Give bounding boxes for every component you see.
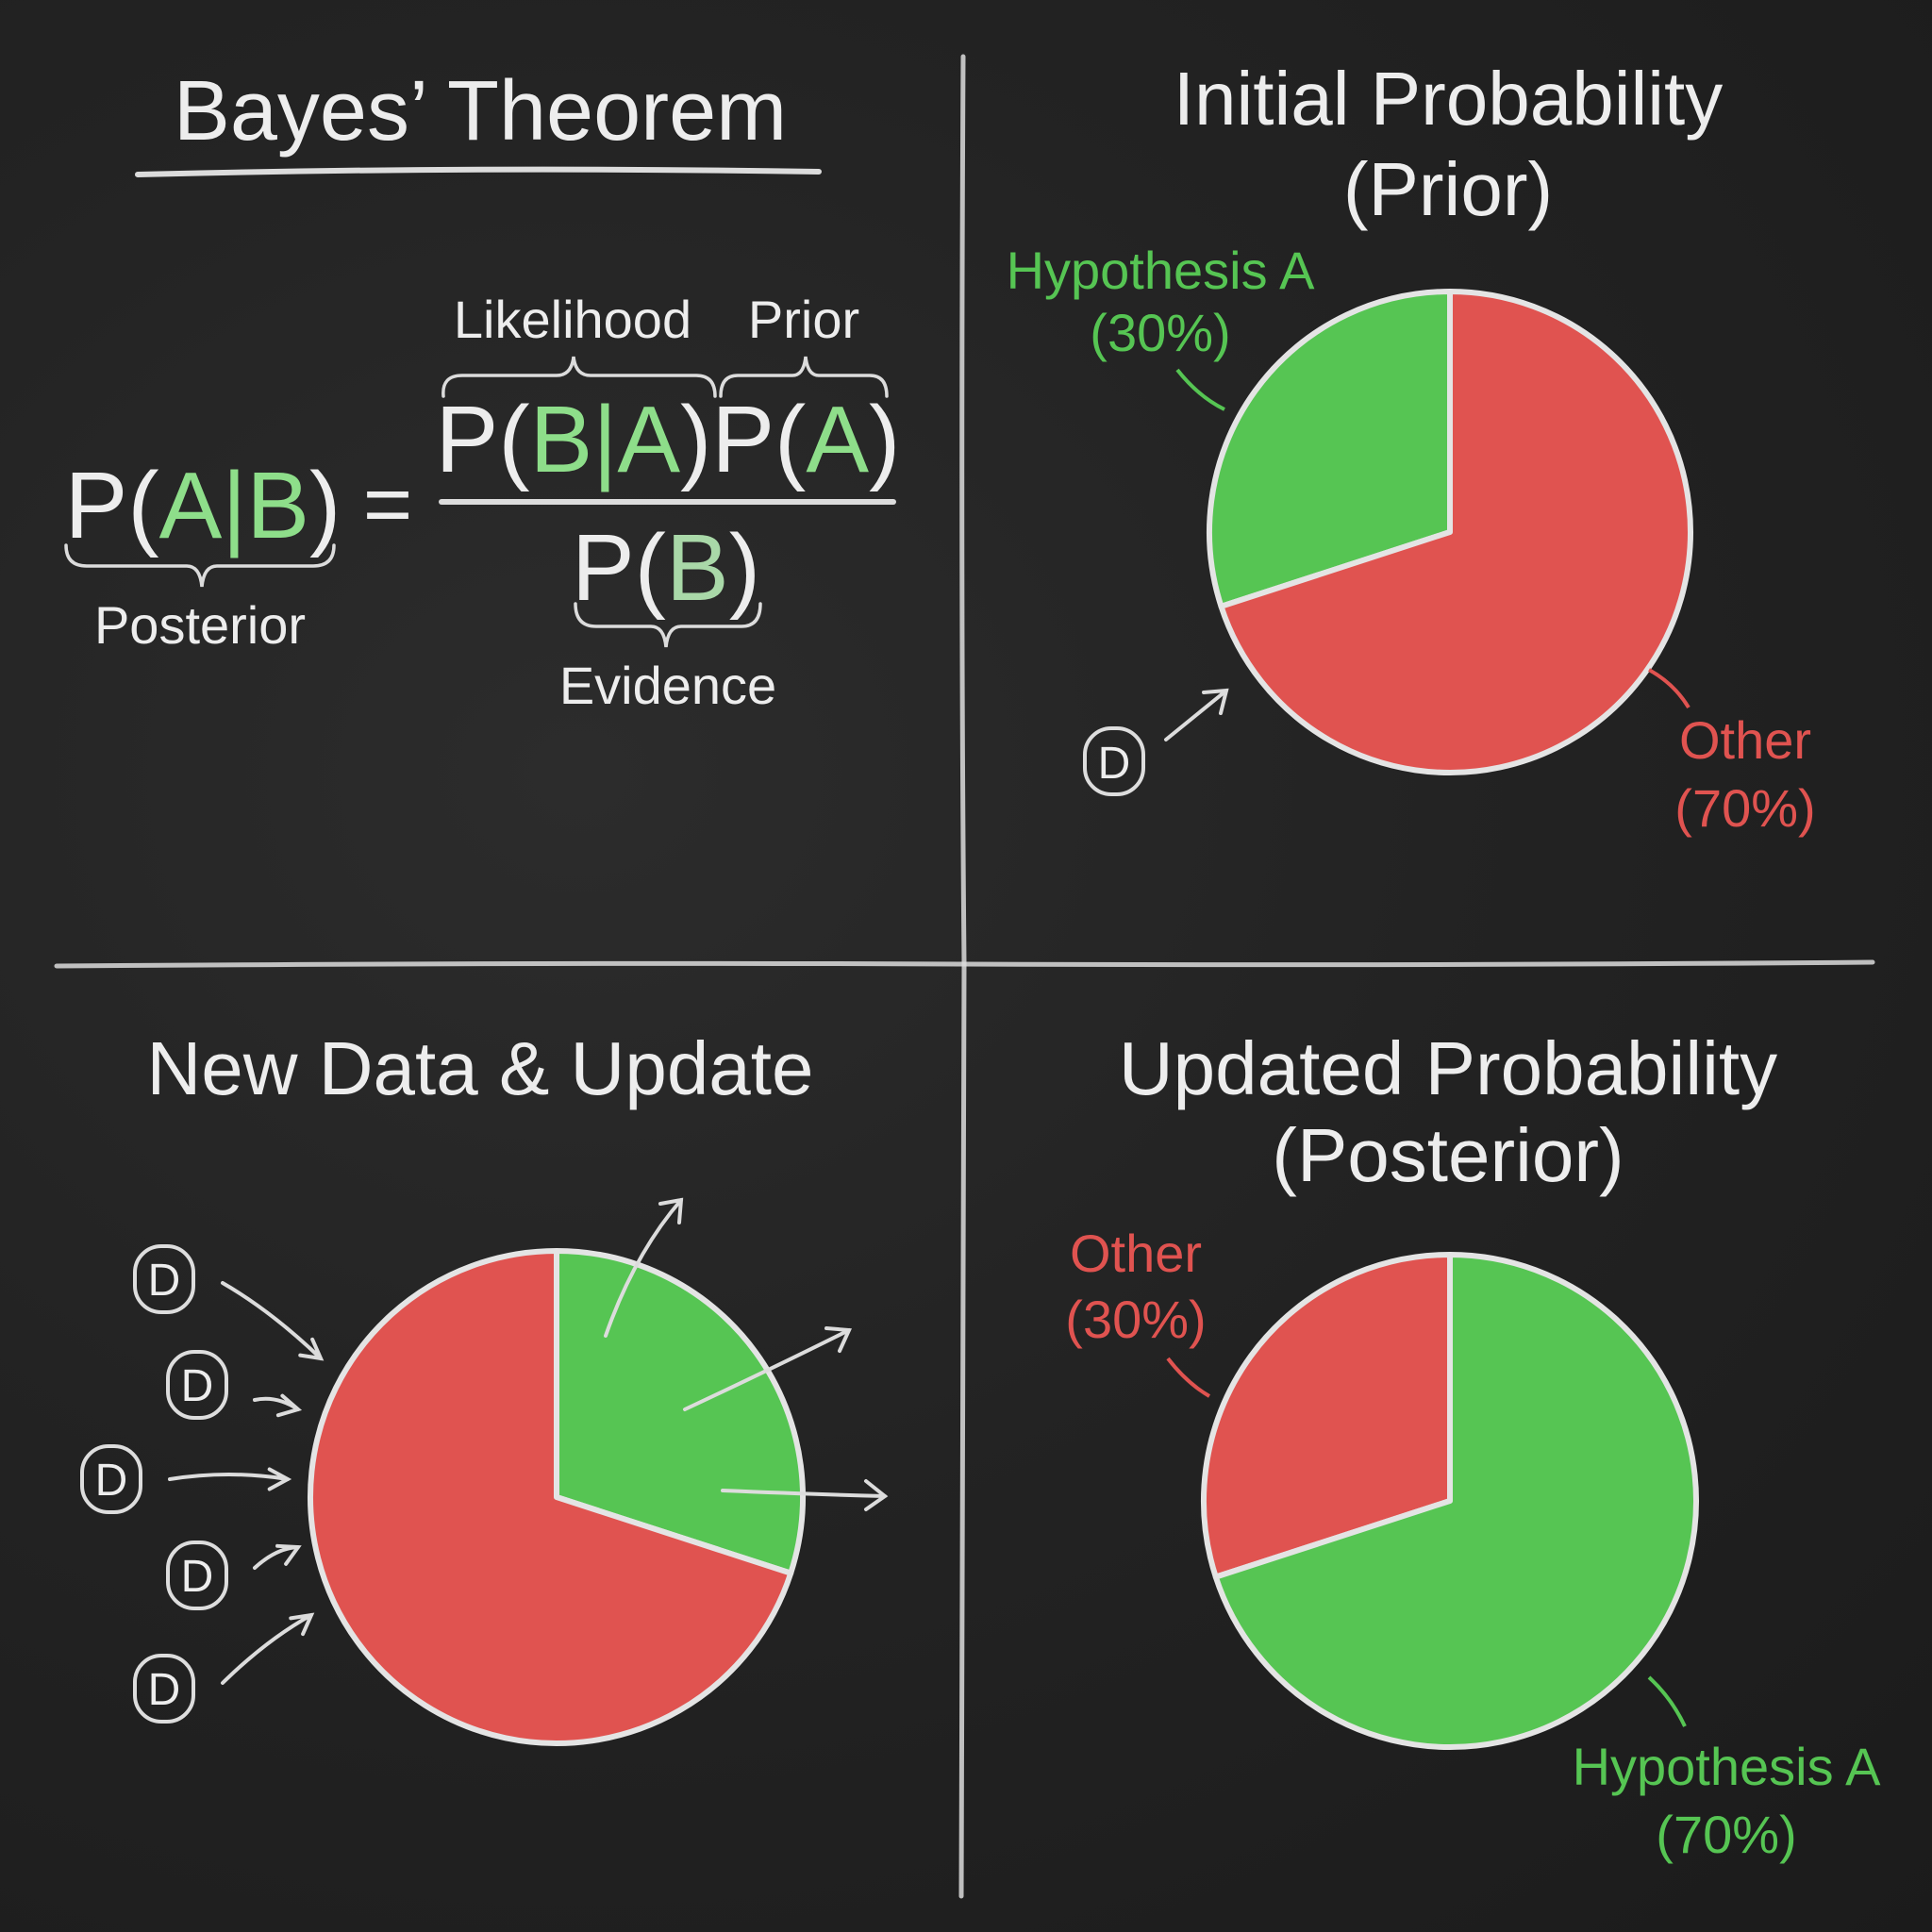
data-point-icon	[133, 1244, 195, 1314]
posterior-title-line2: (Posterior)	[1272, 1113, 1624, 1197]
denominator-expression: P(B)	[572, 515, 760, 621]
arrow-icon	[168, 1467, 292, 1491]
likelihood-label: Likelihood	[454, 290, 691, 349]
horizontal-divider	[54, 959, 1875, 969]
posterior-label: Posterior	[94, 595, 306, 655]
posterior-pie-slice-1	[1212, 1252, 1699, 1750]
posterior-other-leader	[1166, 1357, 1211, 1398]
arrow-icon	[221, 1281, 325, 1361]
numerator-expression: P(B|A)P(A)	[436, 387, 901, 492]
data-point-label: D	[181, 1361, 214, 1411]
lhs-expression: P(A|B)	[65, 453, 341, 558]
data-point-label: D	[148, 1256, 181, 1306]
likelihood-brace	[441, 356, 717, 398]
posterior-other-label: Other	[1070, 1224, 1202, 1283]
prior-panel: Initial Probability (Prior) Hypothesis A…	[1007, 57, 1816, 838]
prior-pie-slice-0	[1207, 289, 1453, 609]
evidence-label: Evidence	[559, 656, 776, 715]
data-point-icon	[166, 1350, 228, 1420]
prior-pie-slice-1	[1218, 289, 1693, 775]
incoming-data-points: D D D D D	[80, 1244, 325, 1724]
arrow-icon	[253, 1393, 303, 1418]
prior-label: Prior	[748, 290, 859, 349]
vertical-divider	[958, 54, 967, 1899]
prior-title-line1: Initial Probability	[1174, 57, 1724, 141]
prior-hypothesis-leader	[1175, 368, 1225, 411]
prior-title-line2: (Prior)	[1343, 147, 1553, 231]
evidence-brace	[574, 602, 762, 648]
outgoing-arrows	[604, 1197, 889, 1511]
posterior-other-percent: (30%)	[1065, 1290, 1206, 1349]
update-pie-slice-1	[308, 1248, 794, 1746]
data-point-icon	[133, 1654, 195, 1724]
data-point-label: D	[148, 1665, 181, 1715]
prior-pie	[1207, 289, 1693, 775]
data-point-label: D	[95, 1456, 128, 1506]
arrow-icon	[604, 1197, 684, 1338]
posterior-title-line1: Updated Probability	[1119, 1026, 1777, 1110]
arrow-icon	[253, 1543, 302, 1570]
update-panel: New Data & Update D D D D D	[80, 1026, 889, 1746]
prior-hypothesis-percent: (30%)	[1090, 303, 1230, 362]
prior-other-leader	[1648, 668, 1690, 709]
svg-text:D: D	[1098, 739, 1131, 789]
data-point-icon	[166, 1541, 228, 1610]
update-title: New Data & Update	[146, 1026, 813, 1110]
arrow-icon	[221, 1612, 315, 1685]
prior-other-label: Other	[1679, 710, 1811, 770]
prior-hypothesis-label: Hypothesis A	[1007, 241, 1315, 300]
equals-sign: =	[363, 458, 413, 552]
posterior-hypothesis-leader	[1647, 1675, 1687, 1727]
data-point-icon: D	[1083, 726, 1145, 796]
posterior-panel: Updated Probability (Posterior) Other (3…	[1065, 1026, 1881, 1864]
prior-other-percent: (70%)	[1674, 778, 1815, 838]
arrow-icon	[721, 1479, 889, 1511]
posterior-hypothesis-percent: (70%)	[1656, 1805, 1796, 1864]
formula-panel: Bayes’ Theorem P(A|B) = P(B|A)P(A) P(B) …	[64, 64, 901, 715]
posterior-pie	[1201, 1252, 1699, 1750]
data-point-label: D	[181, 1552, 214, 1602]
posterior-brace	[64, 543, 336, 588]
arrow-icon	[683, 1326, 852, 1411]
data-point-icon	[80, 1444, 142, 1514]
arrow-icon	[1164, 688, 1229, 741]
prior-brace	[719, 356, 889, 398]
posterior-pie-slice-0	[1201, 1252, 1453, 1580]
formula-title: Bayes’ Theorem	[174, 64, 787, 158]
posterior-hypothesis-label: Hypothesis A	[1573, 1737, 1881, 1796]
update-pie	[308, 1248, 806, 1746]
title-underline	[135, 166, 822, 177]
